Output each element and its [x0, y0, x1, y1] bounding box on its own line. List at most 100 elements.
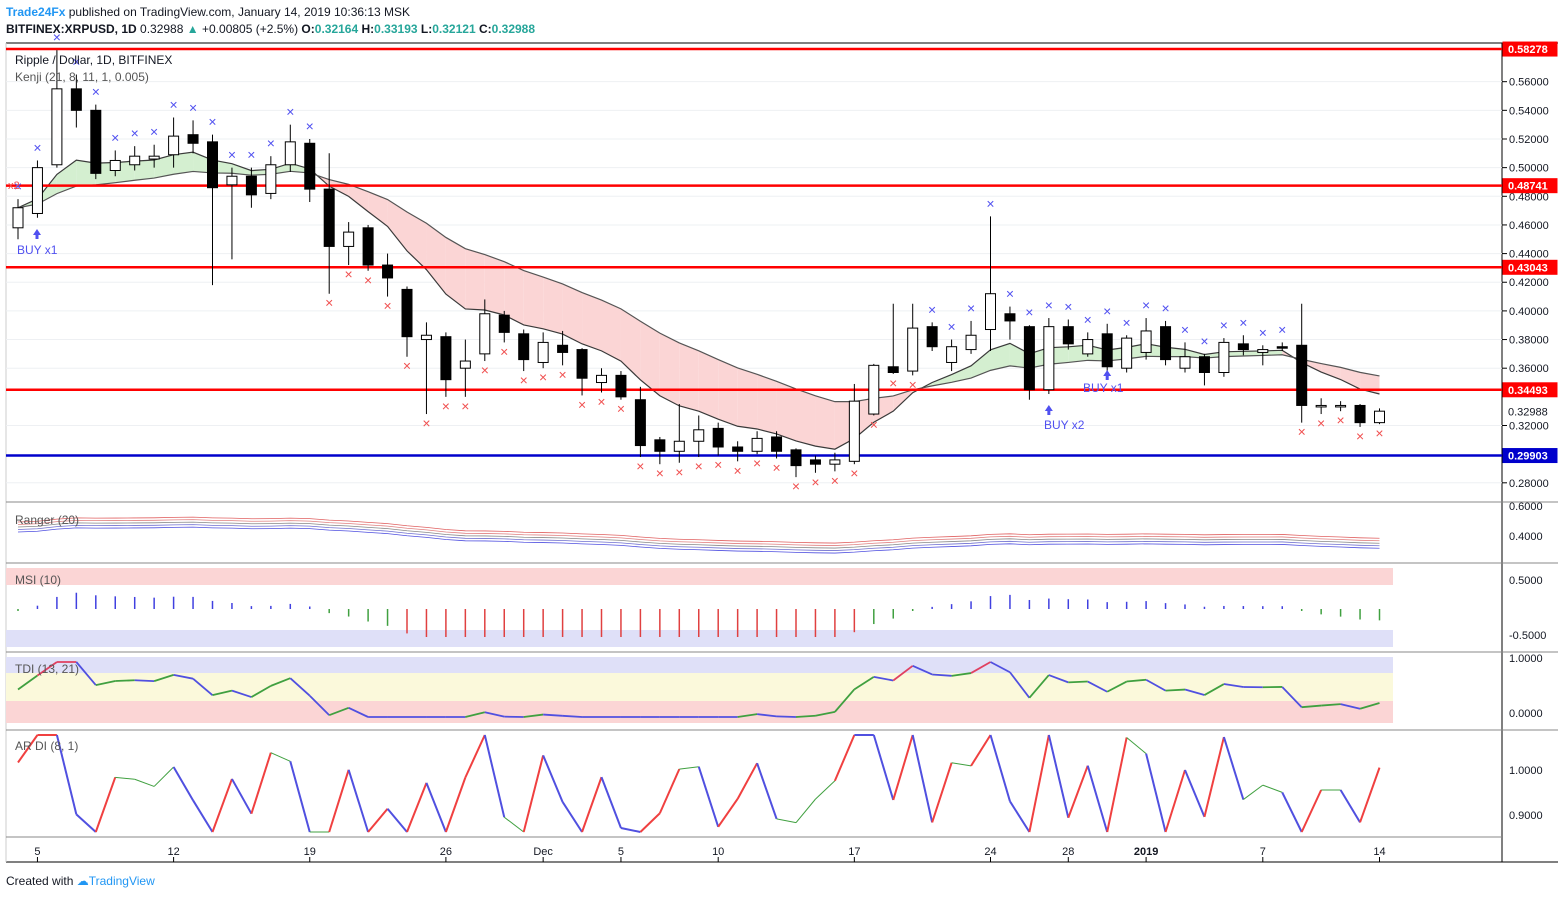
- tdi-line: [1126, 678, 1147, 683]
- candle-body: [848, 400, 860, 462]
- price-tag-label: 0.58278: [1508, 44, 1548, 56]
- y-tick-label: 0.48000: [1509, 191, 1549, 203]
- tradingview-logo-icon[interactable]: ☁: [76, 874, 89, 888]
- ardi-line: [1164, 769, 1186, 833]
- buy-x-marker: ×: [247, 147, 255, 163]
- tdi-zone-top: [6, 657, 1393, 673]
- tdi-line: [270, 677, 291, 687]
- sell-x-marker: ×: [850, 465, 858, 481]
- candle-body: [304, 142, 316, 190]
- ardi-line: [561, 801, 583, 833]
- tdi-line: [1028, 674, 1050, 699]
- tdi-line: [834, 688, 856, 713]
- ardi-line: [483, 734, 506, 818]
- kenji-cloud: [1185, 349, 1205, 359]
- candle-body: [809, 459, 821, 465]
- tdi-line: [951, 672, 972, 677]
- sell-x-marker: ×: [1298, 424, 1306, 440]
- buy-x-marker: ×: [1025, 304, 1033, 320]
- kenji-cloud: [679, 342, 699, 412]
- author-link[interactable]: Trade24Fx: [6, 5, 66, 19]
- ardi-label: AR DI (8, 1): [15, 739, 79, 753]
- candle-body: [654, 439, 666, 452]
- tdi-line: [873, 675, 894, 682]
- candle-body: [771, 436, 783, 452]
- candle-body: [265, 164, 277, 194]
- ardi-line: [639, 812, 661, 833]
- kenji-cloud: [640, 321, 660, 396]
- buy-x-marker: ×: [53, 29, 61, 45]
- buy-x-marker: ×: [1200, 333, 1208, 349]
- ardi-line: [425, 782, 447, 833]
- y-tick-label: 1.0000: [1509, 765, 1543, 777]
- sell-x-marker: ×: [714, 457, 722, 473]
- x-tick-label: 5: [618, 846, 624, 858]
- sell-x-marker: ×: [597, 394, 605, 410]
- ardi-line: [872, 734, 895, 801]
- ardi-line: [75, 813, 97, 833]
- candle-body: [1218, 341, 1230, 373]
- buy-x-marker: ×: [1239, 314, 1247, 330]
- ardi-line: [736, 762, 758, 800]
- tdi-zone-bottom: [6, 701, 1393, 723]
- kenji-cloud: [718, 359, 738, 427]
- ardi-line: [1106, 737, 1128, 833]
- kenji-cloud: [990, 343, 1010, 371]
- tdi-line: [328, 706, 349, 716]
- tdi-line: [1184, 688, 1205, 696]
- publish-text: published on TradingView.com, January 14…: [68, 5, 411, 19]
- symbol: BITFINEX:XRPUSD, 1D: [6, 22, 137, 36]
- tdi-line: [17, 674, 38, 691]
- candle-body: [284, 141, 296, 166]
- kenji-cloud: [465, 248, 485, 311]
- candle-body: [673, 440, 685, 452]
- ardi-line: [1047, 734, 1070, 818]
- sell-x-marker: ×: [422, 415, 430, 431]
- msi-label: MSI (10): [15, 573, 62, 587]
- sell-x-marker: ×: [1317, 415, 1325, 431]
- tdi-label: TDI (13, 21): [15, 662, 80, 676]
- buy-x-marker: ×: [92, 84, 100, 100]
- buy-label: BUY x2: [1044, 418, 1085, 432]
- candle-body: [12, 207, 24, 229]
- y-tick-label: 0.36000: [1509, 363, 1549, 375]
- candle-body: [1296, 344, 1308, 406]
- symbol-info: BITFINEX:XRPUSD, 1D 0.32988 ▲ +0.00805 (…: [6, 22, 535, 36]
- buy-x-marker: ×: [1064, 298, 1072, 314]
- tdi-line: [348, 707, 369, 718]
- footer: Created with ☁TradingView: [6, 874, 155, 888]
- candle-body: [51, 88, 63, 166]
- ardi-line: [1300, 789, 1323, 833]
- ardi-line: [756, 762, 778, 820]
- kenji-cloud: [445, 237, 466, 309]
- candle-body: [31, 167, 43, 214]
- candle-body: [498, 314, 510, 333]
- x-tick-label: 24: [984, 846, 996, 858]
- ardi-line: [464, 734, 486, 778]
- y-tick-label: 0.38000: [1509, 335, 1549, 347]
- candle-body: [887, 366, 899, 373]
- tdi-line: [250, 685, 272, 698]
- candle-body: [440, 336, 452, 381]
- ardi-line: [1339, 789, 1361, 823]
- buy-x-marker: ×: [14, 178, 22, 194]
- ardi-line: [697, 766, 720, 828]
- ardi-line: [134, 778, 155, 787]
- tdi-line: [932, 673, 952, 677]
- tradingview-link[interactable]: TradingView: [88, 874, 155, 888]
- tdi-line: [309, 695, 330, 716]
- y-tick-label: 0.28000: [1509, 478, 1549, 490]
- sell-x-marker: ×: [831, 472, 839, 488]
- tdi-line: [1340, 703, 1361, 710]
- kenji-cloud: [737, 367, 758, 429]
- ardi-line: [172, 766, 194, 801]
- candle-body: [1160, 326, 1172, 361]
- y-tick-label: 0.50000: [1509, 163, 1549, 175]
- ardi-line: [1262, 784, 1283, 793]
- buy-label: BUY x1: [1083, 381, 1124, 395]
- ardi-line: [347, 769, 370, 833]
- tdi-line: [465, 711, 486, 718]
- ardi-line: [931, 762, 953, 823]
- sell-x-marker: ×: [383, 298, 391, 314]
